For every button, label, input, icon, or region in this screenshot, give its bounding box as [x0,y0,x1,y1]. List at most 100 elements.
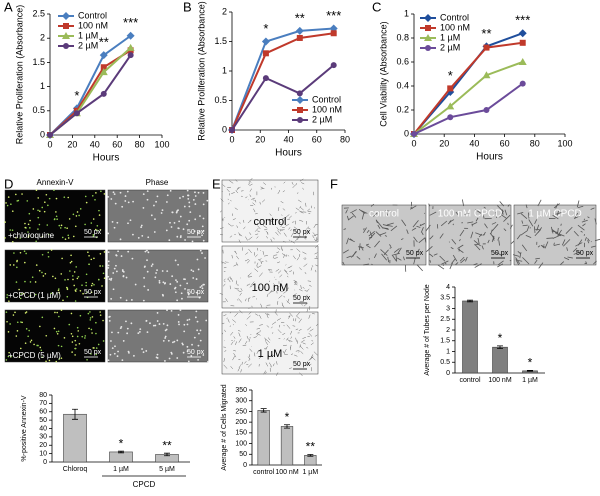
cell [303,263,308,267]
cell [195,291,198,294]
cell [265,341,269,346]
y-tick-label: 0 [40,129,45,139]
cell [173,222,176,224]
image-background [341,204,427,266]
cell [6,294,9,296]
cell [290,330,293,335]
significance: ** [295,10,305,25]
cell [173,287,176,290]
cell [60,224,63,227]
cell [236,255,239,260]
cell [132,200,134,203]
cell [85,284,87,287]
point [127,52,134,59]
cell [374,240,380,248]
cell [550,226,554,234]
cell [87,312,90,315]
cell [546,237,554,239]
cell [295,337,297,342]
cell [174,291,177,294]
cell [366,244,371,249]
cell [103,193,106,195]
cell [122,274,125,277]
cell [184,288,186,290]
cell [186,319,189,322]
cell [29,219,31,222]
cell [28,235,30,237]
cell [182,351,185,354]
cell [197,344,200,347]
cell [292,255,296,260]
error-bar [467,299,473,303]
cell [590,207,595,210]
cell [470,231,474,239]
cell [439,233,444,239]
cell [460,258,466,264]
cell [158,281,161,284]
cell [284,349,287,353]
cell [151,263,154,266]
cell [269,218,273,223]
cell [154,324,157,327]
cell [177,263,179,266]
cell [299,372,303,377]
cell [284,270,289,275]
cell [419,223,426,227]
point [229,127,235,133]
cell [304,237,306,239]
x-tick-label: 0 [411,138,416,148]
cell [292,271,294,275]
cell [241,361,243,365]
cell [457,244,464,249]
cell [250,204,254,207]
cell [188,205,191,208]
cell [77,330,80,332]
cell [246,315,251,320]
cell [223,364,228,369]
cell [199,249,202,252]
cell [303,258,306,260]
cell [75,266,78,268]
cell [437,264,445,270]
legend-label: Control [440,12,469,22]
cell [207,360,209,363]
cell [395,254,398,262]
cell [35,240,37,243]
cell [300,182,305,185]
legend-marker [62,12,70,20]
cell [273,254,278,256]
cell [280,223,284,228]
cell [314,234,316,237]
x-tick-label: 80 [530,138,540,148]
cell [266,231,269,235]
row-label: 1 µM [258,348,283,360]
cell [276,372,279,376]
cell [193,336,196,339]
cell [28,212,31,215]
cell [286,324,291,329]
cell [495,211,497,218]
cell [147,251,150,254]
cell [174,259,177,262]
cell [89,319,92,321]
micrograph [107,189,209,243]
cell [162,281,165,284]
cell [47,251,50,254]
cell [286,337,289,341]
column-header: Phase [146,178,169,187]
cell [233,336,236,339]
cell [121,359,124,362]
cell [164,335,167,338]
cell [306,231,310,235]
scale-label: 50 px [187,289,205,296]
cell [517,260,523,262]
cell [302,251,307,255]
cell [202,239,205,242]
scale-label: 50 px [84,229,102,236]
cell [269,213,272,217]
cell [231,192,235,194]
cell [82,292,84,295]
cell [66,286,68,289]
cell [129,219,132,222]
x-tick-label: 60 [500,138,510,148]
